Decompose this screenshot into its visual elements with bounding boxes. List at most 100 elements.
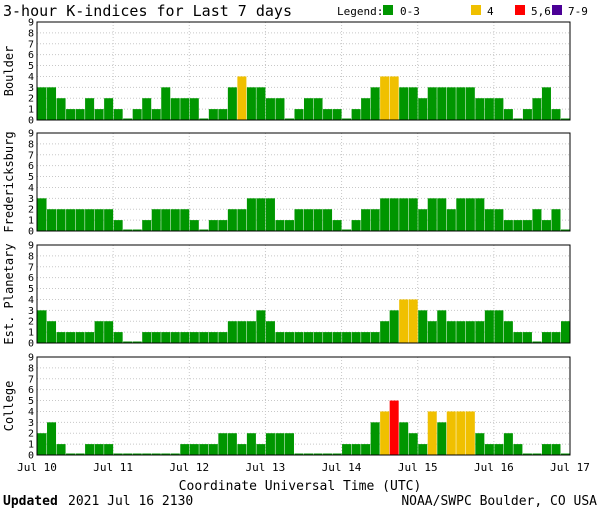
y-tick-label: 1	[28, 440, 34, 451]
k-index-bar	[399, 422, 409, 455]
k-index-bar	[446, 87, 456, 120]
k-index-bar	[227, 87, 237, 120]
k-index-bar	[456, 87, 466, 120]
k-index-bar	[560, 118, 570, 120]
panels: 0123456789Boulder0123456789Fredericksbur…	[2, 18, 571, 462]
k-index-bar	[294, 453, 304, 455]
k-index-bar	[85, 332, 95, 343]
y-tick-label: 7	[28, 262, 34, 273]
k-index-bar	[132, 341, 142, 343]
y-tick-label: 3	[28, 418, 34, 429]
k-index-bar	[513, 220, 523, 231]
k-index-bar	[170, 453, 180, 455]
k-index-bar	[503, 321, 513, 343]
k-index-bar	[123, 341, 133, 343]
k-index-bar	[151, 109, 161, 120]
panel-frame	[36, 132, 571, 232]
k-index-bar	[218, 433, 228, 455]
k-index-bar	[246, 87, 256, 120]
k-index-bar	[161, 87, 171, 120]
k-index-bar	[37, 433, 47, 455]
k-index-bar	[37, 87, 47, 120]
k-index-bar	[351, 220, 361, 231]
k-index-bar	[123, 118, 133, 120]
k-index-bar	[465, 87, 475, 120]
k-index-bar	[151, 332, 161, 343]
k-index-bar	[465, 321, 475, 343]
k-index-bar	[208, 109, 218, 120]
k-index-bar	[161, 209, 171, 231]
k-index-bar	[123, 453, 133, 455]
k-index-bar	[199, 332, 209, 343]
y-tick-label: 1	[28, 105, 34, 116]
k-index-bar	[37, 198, 47, 231]
k-index-bar	[256, 198, 266, 231]
k-index-bar	[541, 87, 551, 120]
k-index-bar	[180, 209, 190, 231]
x-tick-label: Jul 14	[322, 461, 362, 474]
k-index-bar	[85, 209, 95, 231]
k-index-bar	[532, 98, 542, 120]
k-index-bar	[399, 198, 409, 231]
k-index-bar	[560, 321, 570, 343]
k-index-bar	[361, 332, 371, 343]
k-index-bar	[323, 109, 333, 120]
k-index-bar	[513, 444, 523, 455]
k-index-bar	[323, 332, 333, 343]
k-index-bar	[399, 299, 409, 343]
y-tick-label: 6	[28, 273, 34, 284]
k-index-bar	[284, 118, 294, 120]
k-index-bar	[237, 321, 247, 343]
k-index-bar	[532, 453, 542, 455]
k-index-bar	[484, 209, 494, 231]
y-tick-label: 1	[28, 328, 34, 339]
panel-frame	[36, 21, 571, 121]
k-index-bar	[189, 98, 199, 120]
k-index-bar	[465, 411, 475, 455]
x-tick-label: Jul 16	[474, 461, 514, 474]
k-index-bar	[237, 444, 247, 455]
k-index-bar	[313, 453, 323, 455]
y-tick-label: 0	[28, 116, 34, 127]
k-index-bar	[113, 453, 123, 455]
k-index-bar	[408, 198, 418, 231]
y-tick-label: 8	[28, 139, 34, 150]
k-index-bar	[113, 332, 123, 343]
k-index-bar	[265, 198, 275, 231]
k-index-bar	[284, 433, 294, 455]
k-index-bar	[494, 209, 504, 231]
k-index-bar	[94, 321, 104, 343]
x-tick-label: Jul 15	[398, 461, 438, 474]
k-index-bar	[342, 229, 352, 231]
k-index-bar	[113, 109, 123, 120]
k-index-bar	[494, 444, 504, 455]
x-tick-label: Jul 10	[17, 461, 57, 474]
k-index-bar	[380, 411, 390, 455]
legend-label-0-3: 0-3	[400, 5, 420, 18]
k-index-bar	[370, 209, 380, 231]
k-index-bar	[427, 198, 437, 231]
y-tick-label: 9	[28, 129, 34, 140]
k-index-bar	[399, 87, 409, 120]
k-index-bar	[227, 433, 237, 455]
y-tick-label: 8	[28, 251, 34, 262]
panel-station-label: College	[2, 381, 16, 432]
y-tick-label: 6	[28, 385, 34, 396]
k-index-bar	[437, 310, 447, 343]
k-index-bar	[475, 433, 485, 455]
k-index-bar	[560, 229, 570, 231]
k-index-bar	[380, 76, 390, 120]
k-index-bar	[275, 433, 285, 455]
k-index-bar	[456, 198, 466, 231]
k-index-bar	[304, 332, 314, 343]
k-index-bar	[265, 321, 275, 343]
k-index-bar	[104, 444, 114, 455]
k-index-bar	[284, 220, 294, 231]
k-index-bar	[418, 209, 428, 231]
updated-value: 2021 Jul 16 2130	[68, 494, 193, 509]
k-index-bar	[227, 321, 237, 343]
k-index-bar	[304, 453, 314, 455]
k-index-bar	[313, 98, 323, 120]
